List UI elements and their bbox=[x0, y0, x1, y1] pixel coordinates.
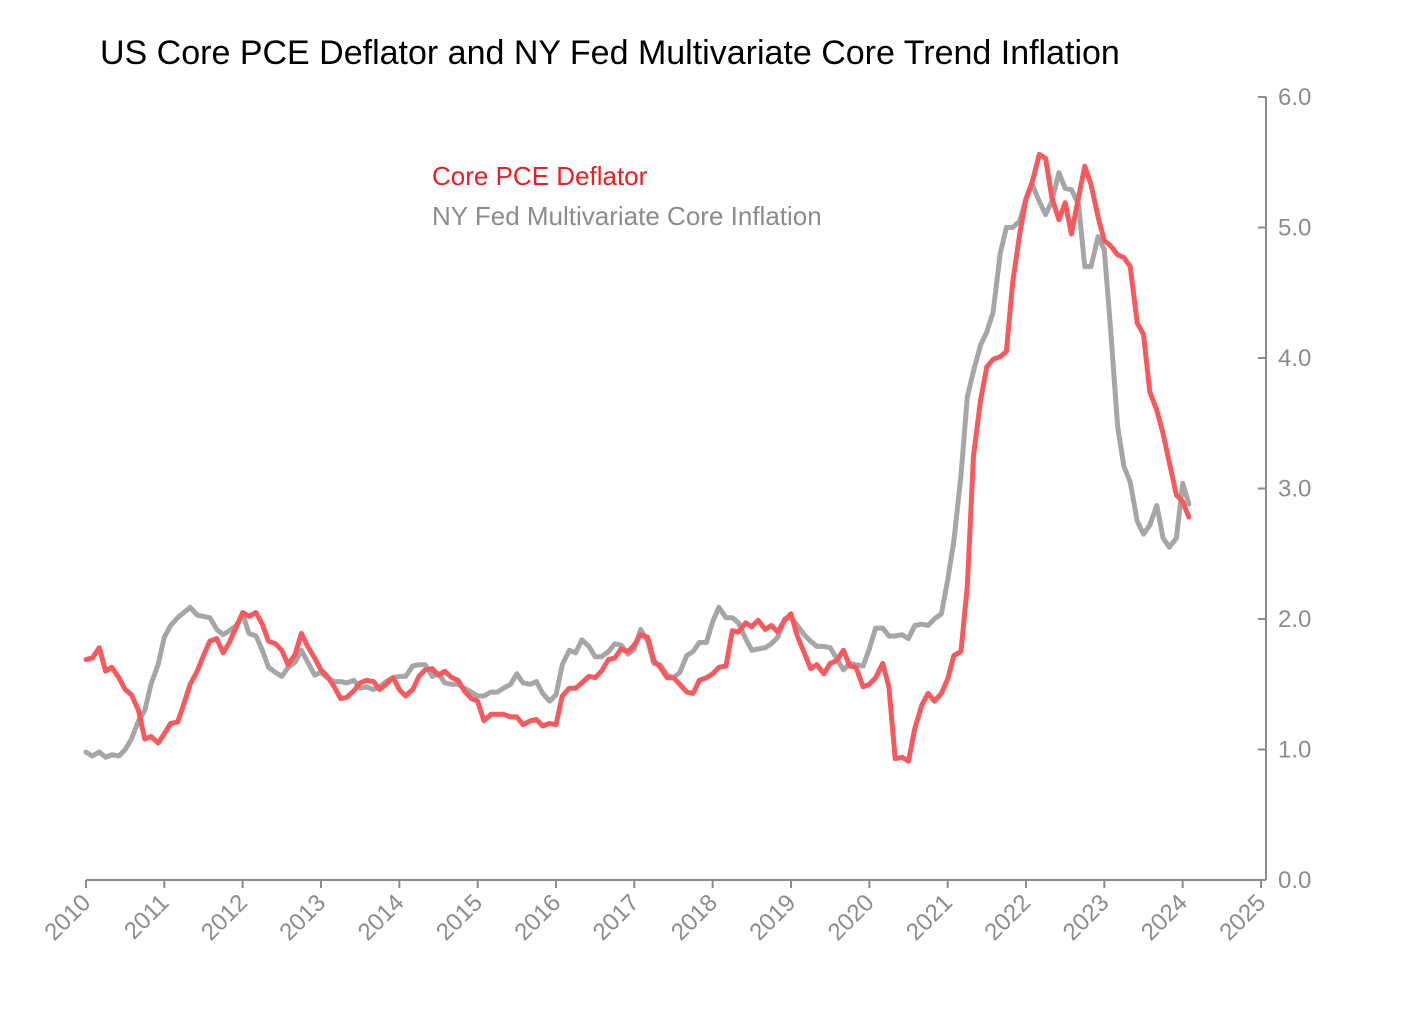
x-tick-label: 2019 bbox=[744, 889, 801, 946]
x-tick-label: 2021 bbox=[901, 889, 958, 946]
y-tick-label: 2.0 bbox=[1278, 606, 1311, 633]
legend: Core PCE Deflator NY Fed Multivariate Co… bbox=[432, 156, 822, 236]
x-tick-label: 2014 bbox=[353, 889, 410, 946]
legend-entry-ny-fed-mct: NY Fed Multivariate Core Inflation bbox=[432, 201, 822, 231]
series-line-ny-fed-mct bbox=[83, 170, 1192, 760]
x-tick-label: 2010 bbox=[39, 889, 96, 946]
x-tick-label: 2015 bbox=[431, 889, 488, 946]
y-tick-label: 0.0 bbox=[1278, 867, 1311, 894]
x-tick-label: 2018 bbox=[666, 889, 723, 946]
x-tick-label: 2017 bbox=[588, 889, 645, 946]
series-layer bbox=[83, 151, 1192, 764]
y-tick-label: 6.0 bbox=[1278, 84, 1311, 111]
x-tick-label: 2024 bbox=[1136, 889, 1193, 946]
x-tick-label: 2012 bbox=[196, 889, 253, 946]
chart-title: US Core PCE Deflator and NY Fed Multivar… bbox=[100, 34, 1120, 72]
x-tick-label: 2011 bbox=[119, 889, 175, 945]
x-tick-label: 2023 bbox=[1058, 889, 1115, 946]
x-tick-label: 2022 bbox=[979, 889, 1036, 946]
y-tick-label: 5.0 bbox=[1278, 215, 1311, 242]
x-tick-label: 2016 bbox=[509, 889, 566, 946]
x-tick-label: 2020 bbox=[823, 889, 880, 946]
series-line-core-pce bbox=[83, 151, 1192, 764]
legend-entry-core-pce: Core PCE Deflator bbox=[432, 161, 648, 191]
x-tick-label: 2013 bbox=[274, 889, 331, 946]
x-tick-label: 2025 bbox=[1214, 889, 1271, 946]
y-tick-label: 1.0 bbox=[1278, 737, 1311, 764]
y-tick-label: 3.0 bbox=[1278, 476, 1311, 503]
y-tick-label: 4.0 bbox=[1278, 345, 1311, 372]
